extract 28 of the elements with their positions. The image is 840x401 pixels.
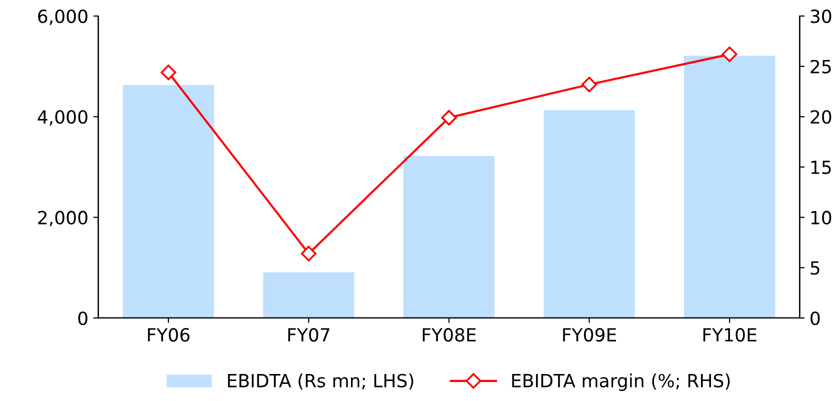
y2-tick-label: 30 [810, 10, 832, 24]
y-tick-label: 4,000 [38, 110, 88, 126]
legend-label: EBIDTA margin (%; RHS) [512, 373, 730, 391]
bar [263, 272, 354, 318]
y-tick-label: 2,000 [38, 210, 88, 226]
y2-tick-label: 20 [810, 110, 832, 124]
point [581, 76, 598, 92]
y2-tick-label: 10 [811, 210, 832, 224]
bar [403, 156, 495, 318]
point [300, 246, 316, 262]
point [160, 64, 176, 80]
point [722, 46, 738, 62]
y2-tick-label: 15 [811, 160, 831, 174]
x-tick-label: FY09E [563, 328, 616, 342]
x-tick-label: FY08E [422, 328, 476, 342]
y2-tick-label: 25 [810, 60, 831, 74]
bar [544, 110, 635, 318]
y-tick-label: 0 [78, 311, 88, 326]
x-tick-label: FY10E [703, 328, 756, 342]
x-tick-label: FY06 [148, 328, 190, 342]
y2-tick-label: 0 [810, 311, 820, 326]
bar [122, 84, 214, 318]
y2-tick-label: 5 [810, 261, 820, 275]
x-tick-label: FY07 [288, 328, 330, 342]
legend-label: EBIDTA (Rs mn; LHS) [228, 374, 414, 390]
y-tick-label: 6,000 [38, 10, 88, 25]
bar [684, 56, 776, 318]
point [441, 110, 457, 126]
